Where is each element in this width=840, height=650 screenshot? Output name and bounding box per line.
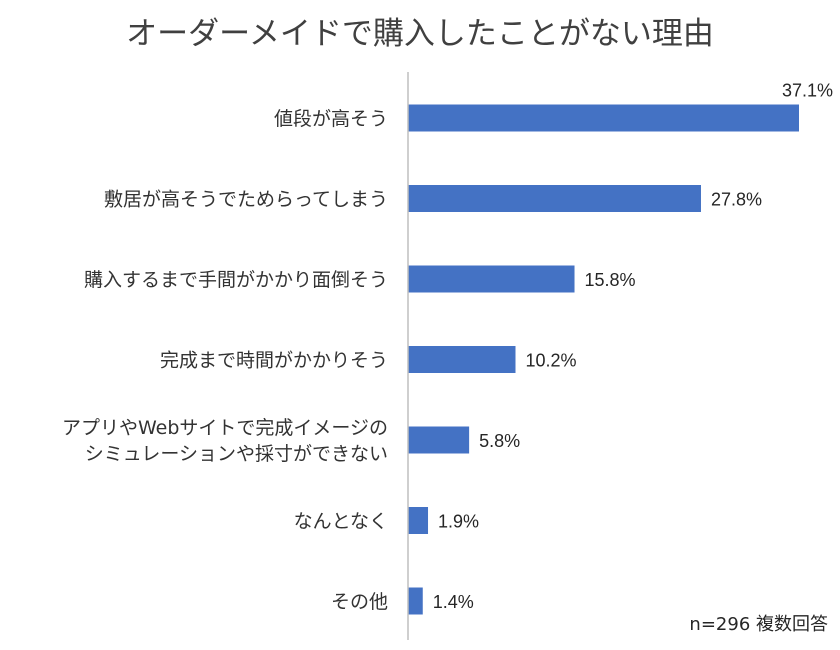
value-label-2: 27.8% xyxy=(711,190,762,210)
bar-6 xyxy=(408,507,429,534)
category-label-1: 値段が高そう xyxy=(274,108,388,130)
category-label-line: 値段が高そう xyxy=(274,108,388,130)
category-label-line: その他 xyxy=(331,591,388,613)
bar-1 xyxy=(408,104,799,132)
category-label-line: なんとなく xyxy=(294,511,388,533)
category-label-line: 購入するまで手間がかかり面倒そう xyxy=(84,269,388,291)
bar-7 xyxy=(408,587,423,615)
bar-5 xyxy=(408,426,470,454)
value-label-1: 37.1% xyxy=(782,81,833,101)
category-label-2: 敷居が高そうでためらってしまう xyxy=(104,189,388,211)
bar-3 xyxy=(408,265,575,293)
bar-2 xyxy=(408,185,701,212)
category-label-4: 完成まで時間がかかりそう xyxy=(160,350,388,372)
bars-layer xyxy=(408,104,799,615)
category-label-5: アプリやWebサイトで完成イメージのシミュレーションや採寸ができない xyxy=(62,417,388,465)
category-label-7: その他 xyxy=(331,591,388,613)
category-label-line: 完成まで時間がかかりそう xyxy=(160,350,388,372)
value-label-7: 1.4% xyxy=(433,592,474,612)
sample-note: n=296 複数回答 xyxy=(689,614,828,635)
value-labels: 37.1% 27.8% 15.8% 10.2% 5.8% 1.9% 1.4% xyxy=(433,81,833,613)
chart-title: オーダーメイドで購入したことがない理由 xyxy=(126,16,714,52)
value-label-6: 1.9% xyxy=(438,512,479,532)
value-label-3: 15.8% xyxy=(585,270,636,290)
category-labels: 値段が高そう敷居が高そうでためらってしまう購入するまで手間がかかり面倒そう完成ま… xyxy=(62,108,388,613)
category-label-line: シミュレーションや採寸ができない xyxy=(85,443,388,465)
value-label-5: 5.8% xyxy=(479,431,520,451)
bar-4 xyxy=(408,346,516,373)
value-label-4: 10.2% xyxy=(525,351,576,371)
category-label-line: 敷居が高そうでためらってしまう xyxy=(104,189,388,211)
category-label-6: なんとなく xyxy=(294,511,388,533)
category-label-3: 購入するまで手間がかかり面倒そう xyxy=(84,269,388,291)
category-label-line: アプリやWebサイトで完成イメージの xyxy=(62,417,388,439)
